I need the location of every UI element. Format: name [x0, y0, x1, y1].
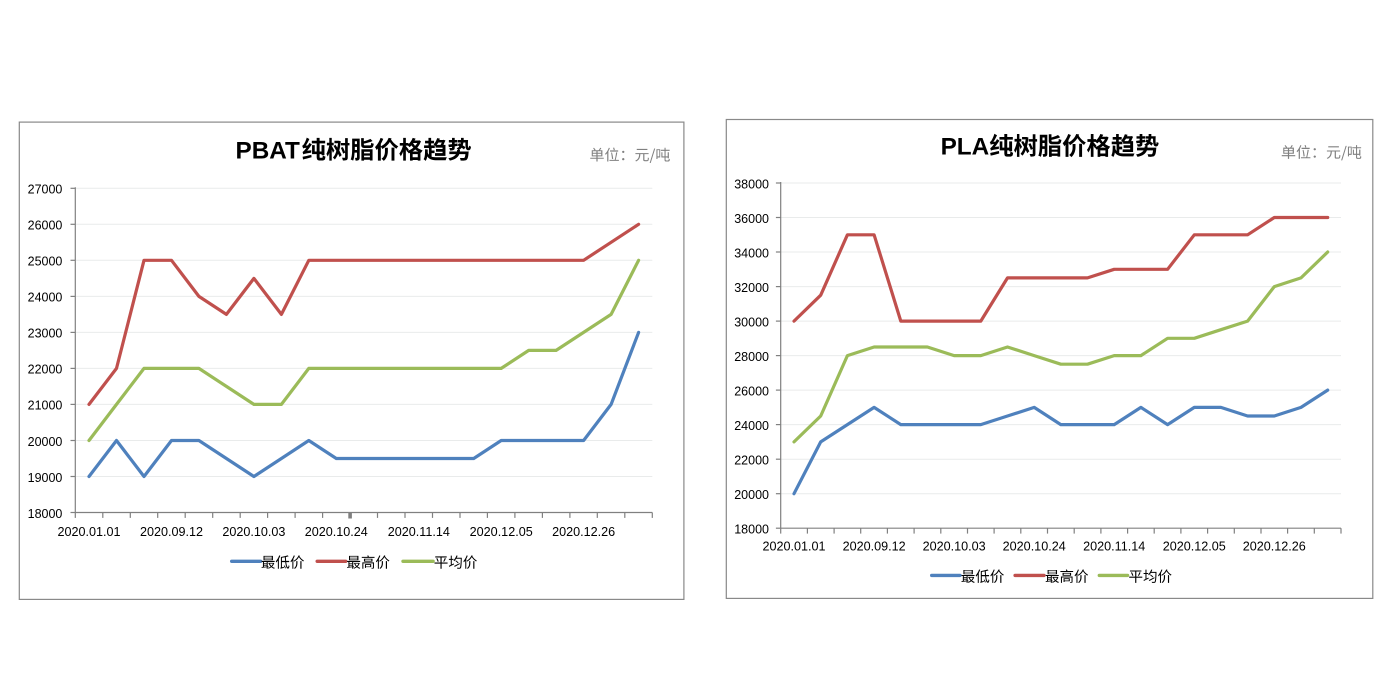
svg-text:18000: 18000 — [28, 507, 63, 521]
svg-text:2020.09.12: 2020.09.12 — [843, 540, 906, 554]
svg-text:2020.10.24: 2020.10.24 — [1003, 540, 1066, 554]
svg-text:24000: 24000 — [734, 419, 769, 433]
svg-text:2020.01.01: 2020.01.01 — [762, 540, 825, 554]
svg-text:2020.10.03: 2020.10.03 — [923, 540, 986, 554]
svg-text:25000: 25000 — [28, 255, 63, 269]
svg-text:22000: 22000 — [734, 454, 769, 468]
svg-text:36000: 36000 — [734, 212, 769, 226]
svg-text:26000: 26000 — [28, 219, 63, 233]
svg-text:2020.12.26: 2020.12.26 — [552, 525, 615, 539]
svg-text:21000: 21000 — [28, 399, 63, 413]
svg-text:34000: 34000 — [734, 246, 769, 260]
svg-text:2020.10.24: 2020.10.24 — [305, 525, 368, 539]
svg-text:28000: 28000 — [734, 350, 769, 364]
svg-text:2020.11.14: 2020.11.14 — [1083, 540, 1145, 554]
svg-text:38000: 38000 — [734, 177, 769, 191]
svg-text:20000: 20000 — [734, 488, 769, 502]
svg-text:19000: 19000 — [28, 471, 63, 485]
svg-text:30000: 30000 — [734, 315, 769, 329]
svg-text:24000: 24000 — [28, 291, 63, 305]
svg-text:2020.12.26: 2020.12.26 — [1243, 540, 1306, 554]
svg-text:27000: 27000 — [28, 183, 63, 197]
svg-text:PLA: PLA — [941, 134, 990, 161]
svg-text:2020.01.01: 2020.01.01 — [57, 525, 120, 539]
svg-text:2020.09.12: 2020.09.12 — [140, 525, 203, 539]
svg-text:22000: 22000 — [28, 363, 63, 377]
svg-text:20000: 20000 — [28, 435, 63, 449]
svg-text:18000: 18000 — [734, 523, 769, 537]
svg-text:26000: 26000 — [734, 384, 769, 398]
svg-text:32000: 32000 — [734, 281, 769, 295]
svg-text:2020.11.14: 2020.11.14 — [388, 525, 450, 539]
svg-text:2020.10.03: 2020.10.03 — [222, 525, 285, 539]
svg-text:PBAT: PBAT — [236, 138, 300, 165]
svg-text:23000: 23000 — [28, 327, 63, 341]
svg-text:2020.12.05: 2020.12.05 — [1163, 540, 1226, 554]
svg-text:2020.12.05: 2020.12.05 — [470, 525, 533, 539]
